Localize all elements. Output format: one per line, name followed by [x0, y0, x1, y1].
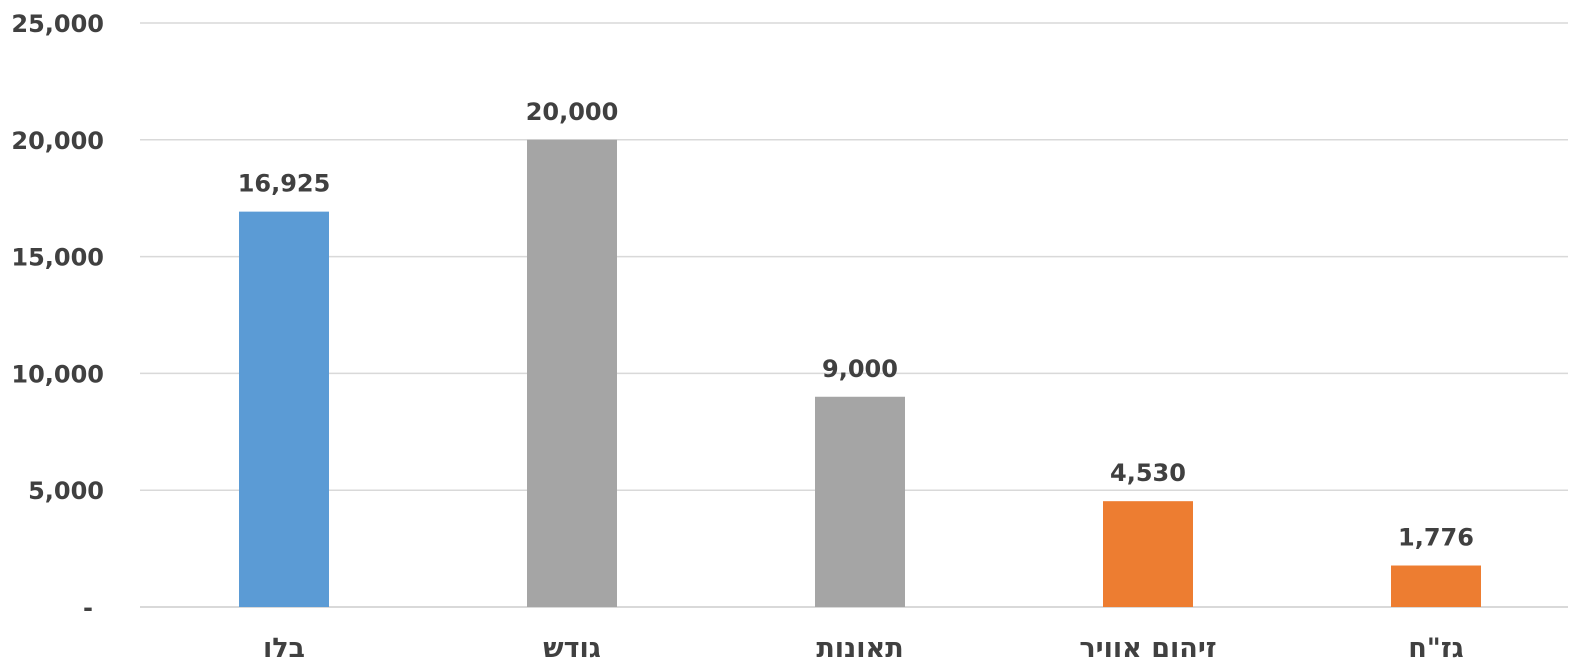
data-label: 1,776 [1398, 524, 1474, 552]
x-axis-ticks: בלו גודש תאונות זיהום אוויר גז"ח [263, 633, 1464, 664]
bar [1391, 565, 1481, 607]
y-tick-label: - [83, 594, 93, 622]
x-tick-label: תאונות [816, 633, 903, 664]
data-label: 20,000 [526, 98, 619, 126]
bars [239, 139, 1481, 608]
data-labels: 16,925 20,000 9,000 4,530 1,776 [238, 98, 1474, 552]
x-tick-label: זיהום אוויר [1079, 633, 1216, 664]
y-tick-label: 20,000 [11, 127, 104, 155]
bar [527, 139, 617, 608]
data-label: 4,530 [1110, 459, 1186, 487]
y-tick-label: 5,000 [28, 477, 104, 505]
x-tick-label: גודש [543, 633, 601, 664]
y-tick-label: 25,000 [11, 10, 104, 38]
data-label: 16,925 [238, 170, 331, 198]
x-tick-label: בלו [263, 633, 305, 664]
y-axis-ticks: - 5,000 10,000 15,000 20,000 25,000 [11, 10, 104, 622]
bar [815, 396, 905, 607]
bar [1103, 501, 1193, 607]
y-tick-label: 15,000 [11, 244, 104, 272]
gridlines [140, 22, 1568, 608]
y-tick-label: 10,000 [11, 360, 104, 388]
bar [239, 211, 329, 607]
data-label: 9,000 [822, 355, 898, 383]
x-tick-label: גז"ח [1408, 633, 1464, 664]
